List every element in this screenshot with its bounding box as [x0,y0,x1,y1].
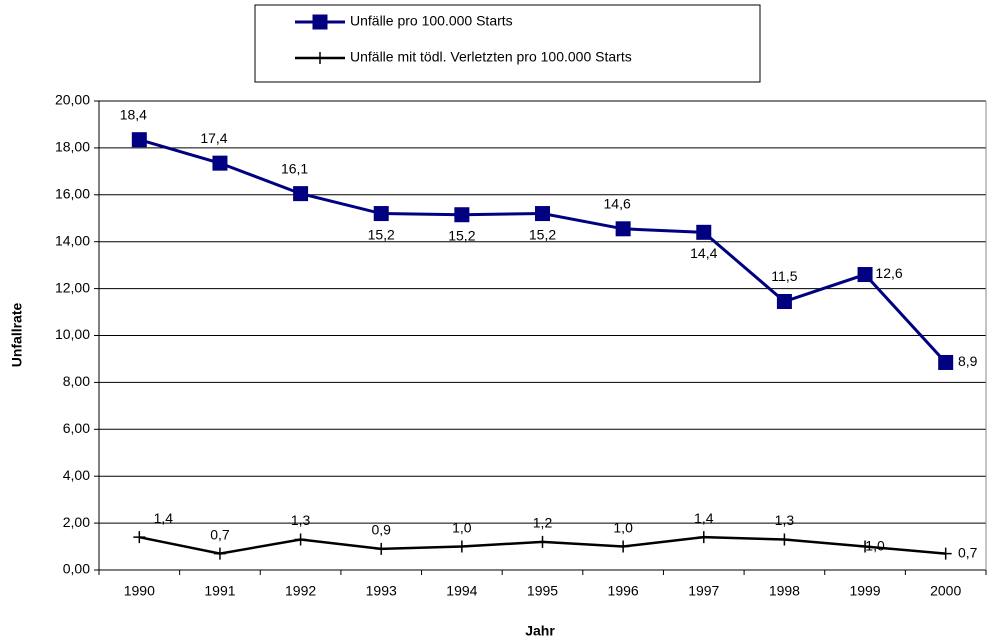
x-tick-label: 1994 [446,583,477,599]
y-tick-label: 4,00 [63,467,90,483]
data-label: 1,0 [865,537,885,553]
marker [535,206,550,222]
data-label: 8,9 [958,353,978,369]
y-tick-label: 18,00 [55,139,90,155]
y-axis-title: Unfallrate [9,303,25,368]
y-tick-label: 14,00 [55,232,90,248]
marker [939,547,952,560]
marker [131,132,147,148]
marker [536,535,549,548]
x-axis-title: Jahr [525,623,555,639]
data-label: 15,2 [368,226,395,242]
data-label: 1,0 [452,519,472,535]
marker [857,267,873,283]
x-tick-label: 1993 [366,583,397,599]
marker [212,155,228,171]
y-tick-label: 2,00 [63,514,90,530]
x-tick-label: 1998 [769,583,800,599]
marker [697,531,710,544]
x-tick-label: 1997 [688,583,719,599]
legend-marker [314,52,326,64]
data-label: 1,4 [154,510,174,526]
marker [615,221,631,237]
y-tick-label: 8,00 [63,373,90,389]
marker [859,540,872,553]
data-label: 1,2 [533,515,553,531]
y-tick-label: 0,00 [63,561,90,577]
y-tick-label: 20,00 [55,92,90,108]
marker [617,540,630,553]
marker [375,542,388,555]
data-label: 0,7 [958,544,978,560]
marker [696,224,712,240]
data-label: 18,4 [120,106,147,122]
x-tick-label: 1990 [124,583,155,599]
marker [778,533,791,546]
marker [455,540,468,553]
data-label: 12,6 [875,265,902,281]
data-label: 11,5 [771,268,797,284]
marker [454,207,470,223]
marker [776,293,792,309]
legend-label: Unfälle pro 100.000 Starts [350,13,513,29]
data-label: 1,3 [291,512,311,528]
data-label: 1,0 [613,519,633,535]
legend-box [254,4,761,83]
marker [373,206,389,222]
y-tick-label: 16,00 [55,186,90,202]
marker [213,547,226,560]
marker [294,533,307,546]
data-label: 17,4 [200,130,227,146]
x-tick-label: 1992 [285,583,316,599]
x-tick-label: 1995 [527,583,558,599]
data-label: 0,9 [371,522,391,538]
y-tick-label: 6,00 [63,420,90,436]
series-line [138,138,947,364]
data-label: 14,6 [604,196,631,212]
x-tick-label: 2000 [930,583,961,599]
data-label: 14,4 [690,245,717,261]
y-tick-label: 12,00 [55,279,90,295]
marker [293,186,309,202]
legend-label: Unfälle mit tödl. Verletzten pro 100.000… [350,49,632,65]
marker [133,531,146,544]
x-tick-label: 1996 [608,583,639,599]
data-label: 16,1 [281,160,308,176]
legend-marker [312,14,328,30]
data-label: 15,2 [448,227,475,243]
x-tick-label: 1991 [204,583,235,599]
marker [938,354,954,370]
data-label: 15,2 [529,226,556,242]
y-tick-label: 10,00 [55,326,90,342]
data-label: 0,7 [210,526,230,542]
data-label: 1,4 [694,510,714,526]
data-label: 1,3 [775,512,795,528]
x-tick-label: 1999 [849,583,880,599]
